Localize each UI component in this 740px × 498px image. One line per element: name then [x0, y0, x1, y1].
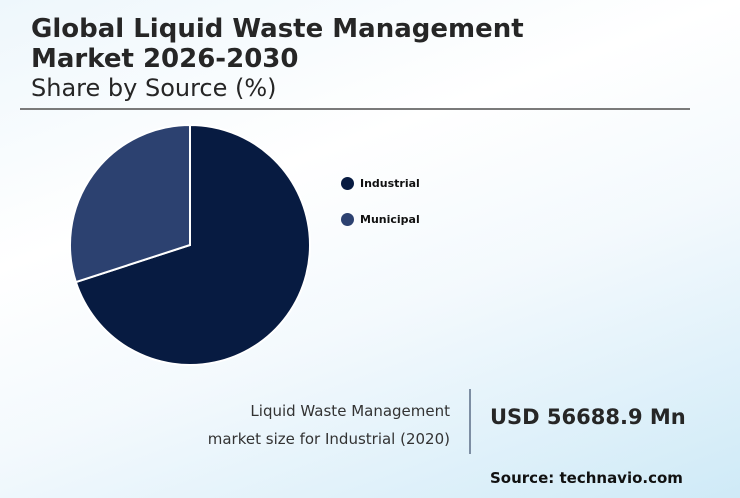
legend-item-municipal: Municipal: [341, 210, 420, 228]
pie-slice-industrial: [74, 123, 311, 366]
chart-title: Global Liquid Waste Management Market 20…: [31, 14, 524, 74]
stat-label: Liquid Waste Management market size for …: [208, 397, 450, 453]
stat-label-line-2: market size for Industrial (2020): [207, 430, 450, 448]
legend-item-industrial: Industrial: [341, 174, 420, 192]
stat-label-line-1: Liquid Waste Management: [250, 402, 450, 420]
title-line-2: Market 2026-2030: [31, 44, 299, 74]
legend-swatch-municipal: [341, 212, 354, 226]
legend-swatch-industrial: [341, 176, 354, 190]
chart-subtitle: Share by Source (%): [31, 74, 277, 102]
source-credit: Source: technavio.com: [490, 469, 683, 487]
pie-slices: [69, 123, 311, 366]
header-divider: [20, 108, 690, 110]
legend: Industrial Municipal: [341, 174, 420, 246]
legend-label-industrial: Industrial: [360, 176, 420, 190]
title-line-1: Global Liquid Waste Management: [31, 14, 524, 44]
stat-value: USD 56688.9 Mn: [490, 405, 686, 429]
stat-divider: [469, 389, 471, 454]
pie-slice-municipal: [69, 123, 191, 284]
legend-label-municipal: Municipal: [360, 212, 420, 226]
